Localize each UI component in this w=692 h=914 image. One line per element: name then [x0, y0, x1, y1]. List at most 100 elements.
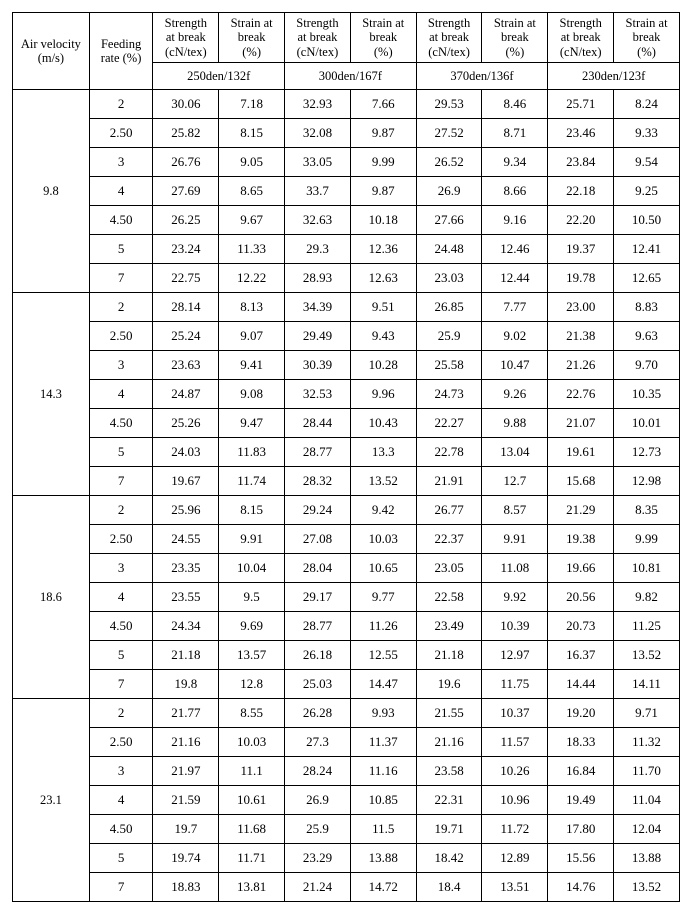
value-cell: 9.91	[219, 525, 285, 554]
table-row: 421.5910.6126.910.8522.3110.9619.4911.04	[13, 786, 680, 815]
value-cell: 11.1	[219, 757, 285, 786]
value-cell: 22.76	[548, 380, 614, 409]
value-cell: 23.84	[548, 148, 614, 177]
table-row: 9.8230.067.1832.937.6629.538.4625.718.24	[13, 90, 680, 119]
value-cell: 25.58	[416, 351, 482, 380]
value-cell: 14.44	[548, 670, 614, 699]
value-cell: 9.16	[482, 206, 548, 235]
header-air-velocity: Air velocity(m/s)	[13, 13, 90, 90]
value-cell: 30.06	[153, 90, 219, 119]
value-cell: 24.55	[153, 525, 219, 554]
table-row: 323.3510.0428.0410.6523.0511.0819.6610.8…	[13, 554, 680, 583]
value-cell: 9.87	[350, 177, 416, 206]
value-cell: 19.61	[548, 438, 614, 467]
group-label-4: 230den/123f	[548, 63, 680, 90]
value-cell: 33.7	[285, 177, 351, 206]
value-cell: 28.24	[285, 757, 351, 786]
value-cell: 9.42	[350, 496, 416, 525]
value-cell: 9.69	[219, 612, 285, 641]
value-cell: 23.24	[153, 235, 219, 264]
value-cell: 9.99	[350, 148, 416, 177]
value-cell: 19.6	[416, 670, 482, 699]
value-cell: 9.02	[482, 322, 548, 351]
value-cell: 11.75	[482, 670, 548, 699]
value-cell: 18.42	[416, 844, 482, 873]
table-row: 23.1221.778.5526.289.9321.5510.3719.209.…	[13, 699, 680, 728]
value-cell: 10.28	[350, 351, 416, 380]
value-cell: 12.44	[482, 264, 548, 293]
value-cell: 9.91	[482, 525, 548, 554]
value-cell: 10.47	[482, 351, 548, 380]
value-cell: 13.52	[614, 641, 680, 670]
value-cell: 33.05	[285, 148, 351, 177]
table-row: 423.559.529.179.7722.589.9220.569.82	[13, 583, 680, 612]
value-cell: 10.03	[350, 525, 416, 554]
value-cell: 32.63	[285, 206, 351, 235]
value-cell: 19.49	[548, 786, 614, 815]
group-label-1: 250den/132f	[153, 63, 285, 90]
value-cell: 22.78	[416, 438, 482, 467]
value-cell: 28.77	[285, 612, 351, 641]
value-cell: 19.66	[548, 554, 614, 583]
value-cell: 14.72	[350, 873, 416, 902]
value-cell: 13.88	[614, 844, 680, 873]
value-cell: 32.93	[285, 90, 351, 119]
header-strength-4: Strengthat break(cN/tex)	[548, 13, 614, 63]
value-cell: 9.63	[614, 322, 680, 351]
value-cell: 15.56	[548, 844, 614, 873]
table-row: 719.6711.7428.3213.5221.9112.715.6812.98	[13, 467, 680, 496]
value-cell: 32.08	[285, 119, 351, 148]
feeding-rate-cell: 2.50	[89, 728, 153, 757]
header-strain-1: Strain atbreak(%)	[219, 13, 285, 63]
value-cell: 26.76	[153, 148, 219, 177]
value-cell: 11.04	[614, 786, 680, 815]
data-table: Air velocity(m/s) Feedingrate (%) Streng…	[12, 12, 680, 902]
value-cell: 13.52	[614, 873, 680, 902]
value-cell: 22.31	[416, 786, 482, 815]
value-cell: 13.81	[219, 873, 285, 902]
value-cell: 25.9	[285, 815, 351, 844]
value-cell: 11.74	[219, 467, 285, 496]
header-strength-1: Strengthat break(cN/tex)	[153, 13, 219, 63]
value-cell: 9.26	[482, 380, 548, 409]
feeding-rate-cell: 7	[89, 670, 153, 699]
value-cell: 11.26	[350, 612, 416, 641]
value-cell: 9.33	[614, 119, 680, 148]
value-cell: 12.73	[614, 438, 680, 467]
table-row: 4.5026.259.6732.6310.1827.669.1622.2010.…	[13, 206, 680, 235]
value-cell: 10.81	[614, 554, 680, 583]
table-row: 719.812.825.0314.4719.611.7514.4414.11	[13, 670, 680, 699]
header-strain-3: Strain atbreak(%)	[482, 13, 548, 63]
value-cell: 22.20	[548, 206, 614, 235]
feeding-rate-cell: 4	[89, 583, 153, 612]
value-cell: 12.97	[482, 641, 548, 670]
value-cell: 19.8	[153, 670, 219, 699]
value-cell: 10.03	[219, 728, 285, 757]
table-row: 321.9711.128.2411.1623.5810.2616.8411.70	[13, 757, 680, 786]
value-cell: 12.41	[614, 235, 680, 264]
value-cell: 21.18	[153, 641, 219, 670]
value-cell: 10.50	[614, 206, 680, 235]
value-cell: 10.04	[219, 554, 285, 583]
value-cell: 19.78	[548, 264, 614, 293]
value-cell: 21.59	[153, 786, 219, 815]
feeding-rate-cell: 2.50	[89, 119, 153, 148]
feeding-rate-cell: 5	[89, 844, 153, 873]
value-cell: 10.96	[482, 786, 548, 815]
value-cell: 14.11	[614, 670, 680, 699]
value-cell: 19.20	[548, 699, 614, 728]
value-cell: 12.22	[219, 264, 285, 293]
value-cell: 21.38	[548, 322, 614, 351]
value-cell: 18.33	[548, 728, 614, 757]
value-cell: 13.52	[350, 467, 416, 496]
value-cell: 14.76	[548, 873, 614, 902]
value-cell: 28.93	[285, 264, 351, 293]
header-strain-4: Strain atbreak(%)	[614, 13, 680, 63]
value-cell: 26.9	[285, 786, 351, 815]
feeding-rate-cell: 3	[89, 554, 153, 583]
value-cell: 9.96	[350, 380, 416, 409]
group-label-3: 370den/136f	[416, 63, 548, 90]
value-cell: 20.56	[548, 583, 614, 612]
value-cell: 9.70	[614, 351, 680, 380]
table-row: 427.698.6533.79.8726.98.6622.189.25	[13, 177, 680, 206]
